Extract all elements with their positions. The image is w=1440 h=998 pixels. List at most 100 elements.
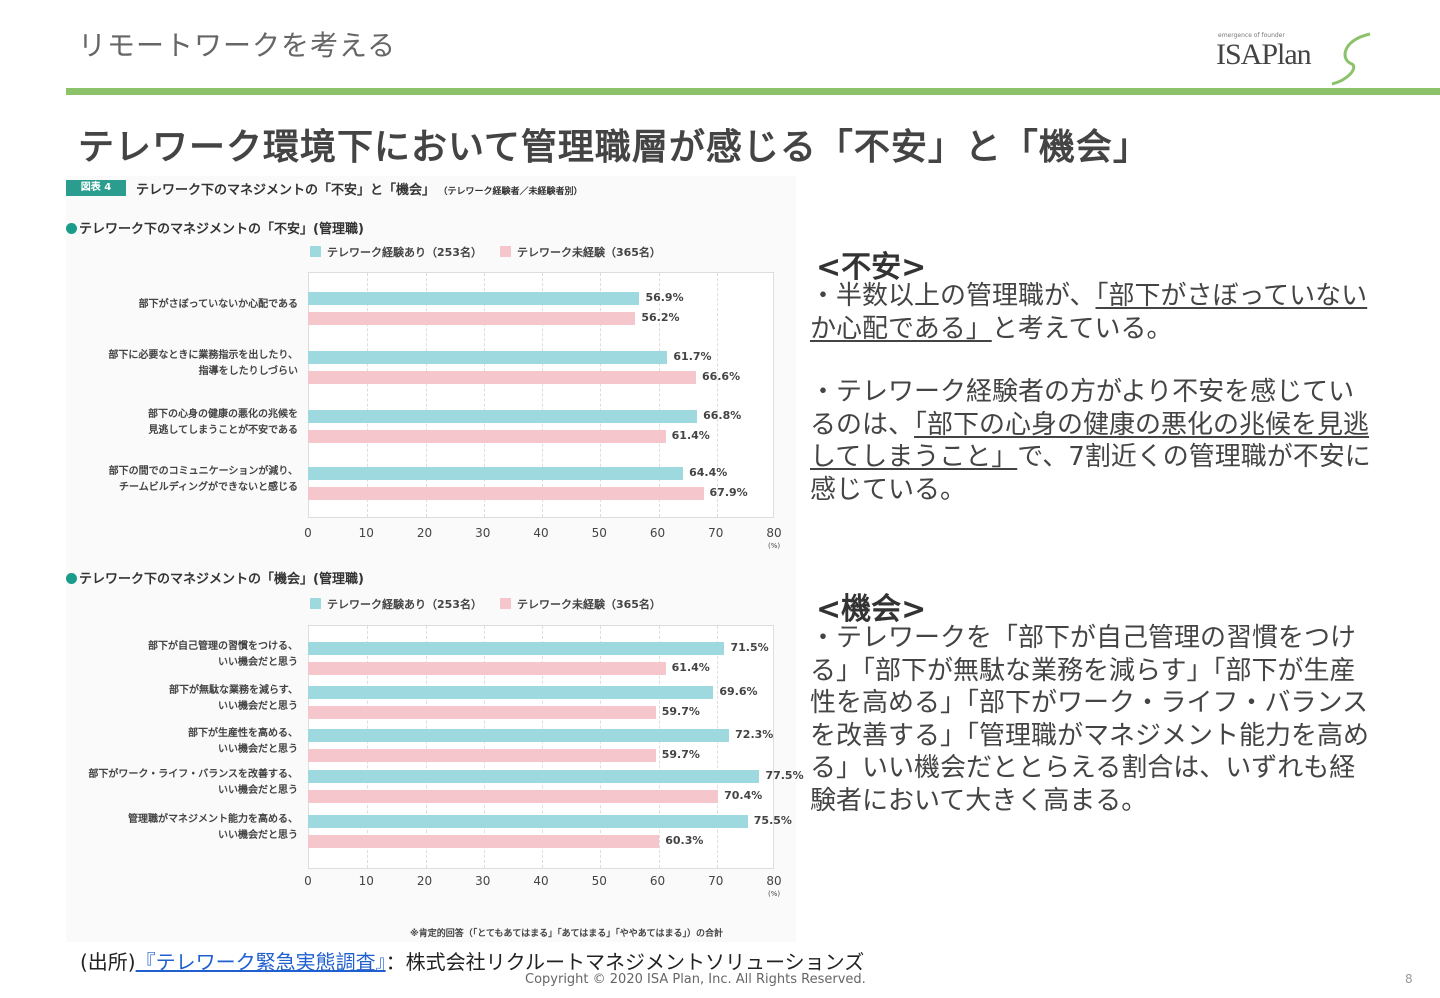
source-suffix: ：株式会社リクルートマネジメントソリューションズ — [385, 950, 865, 974]
gridline — [716, 626, 718, 868]
bar — [308, 729, 730, 742]
x-tick-label: 30 — [475, 874, 491, 888]
category-label: 管理職がマネジメント能力を高める、 いい機会だと思う — [128, 814, 298, 841]
value-label: 69.6% — [719, 685, 758, 698]
value-label: 61.7% — [673, 350, 712, 363]
value-label: 56.2% — [641, 311, 680, 324]
copyright: Copyright © 2020 ISA Plan, Inc. All Righ… — [525, 972, 866, 987]
logo-tagline: emergence of founder — [1218, 32, 1285, 39]
legend-label: テレワーク未経験（365名） — [516, 246, 661, 259]
anxiety-heading: <不安> — [816, 250, 927, 285]
chart-title-text: テレワーク下のマネジメントの「不安」(管理職) — [79, 222, 364, 237]
gridline — [542, 626, 543, 868]
opportunity-heading: <機会> — [816, 592, 927, 627]
underlined-text: 「部下の心身の健康の悪化の兆候を見逃してしまうこと」 — [810, 409, 1370, 473]
x-unit-label: (%) — [768, 890, 781, 898]
bar — [308, 292, 640, 305]
category-label: 部下が生産性を高める、 いい機会だと思う — [188, 728, 298, 755]
gridline — [658, 273, 660, 517]
gridline — [658, 626, 660, 868]
bar — [308, 662, 666, 675]
gridline — [425, 626, 427, 868]
x-tick-label: 70 — [708, 874, 724, 888]
gridline — [483, 626, 485, 868]
gridline — [367, 626, 369, 868]
category-label: 部下がワーク・ライフ・バランスを改善する、 いい機会だと思う — [88, 769, 298, 796]
x-tick-label: 60 — [649, 874, 666, 888]
bar — [308, 487, 704, 500]
bar — [308, 642, 725, 655]
header-rule — [66, 88, 1440, 95]
figure-note: ※肯定的回答（「とてもあてはまる」「あてはまる」「ややあてはまる」）の合計 — [410, 929, 723, 939]
x-tick-label: 40 — [533, 874, 549, 888]
x-tick-label: 80 — [766, 526, 782, 540]
bar — [308, 430, 666, 443]
legend-label: テレワーク未経験（365名） — [516, 598, 661, 611]
logo-swoosh-icon — [1331, 32, 1371, 86]
value-label: 75.5% — [753, 814, 792, 827]
bar — [308, 351, 668, 364]
legend-swatch — [499, 246, 511, 257]
text: と考えている。 — [991, 313, 1173, 344]
bar — [308, 790, 719, 803]
legend-label: テレワーク経験あり（253名） — [327, 246, 482, 259]
bar — [308, 410, 698, 423]
bullet-dot-icon — [66, 573, 77, 584]
bar — [308, 815, 748, 828]
value-label: 64.4% — [689, 466, 728, 479]
x-tick-label: 10 — [358, 874, 374, 888]
legend-swatch — [310, 246, 321, 257]
bar — [308, 706, 656, 719]
isaplan-logo: emergence of founder ISAPlan — [1216, 30, 1376, 86]
page-title: テレワーク環境下において管理職層が感じる「不安」と「機会」 — [78, 127, 1150, 168]
figure-tag: 図表 4 — [66, 180, 126, 196]
value-label: 66.6% — [701, 370, 741, 383]
gridline — [542, 273, 543, 517]
text: ・テレワーク経験者の方がより不安を感じているのは、 — [810, 377, 1355, 440]
logo-text: ISAPlan — [1216, 38, 1312, 71]
text: で、7割近くの管理職が不安に感じている。 — [810, 442, 1371, 505]
figure-title-text: テレワーク下のマネジメントの「不安」と「機会」 — [136, 183, 436, 198]
x-tick-label: 30 — [475, 526, 491, 540]
chart-anxiety-legend: テレワーク経験あり（253名） テレワーク未経験（365名） — [310, 244, 661, 260]
x-tick-label: 70 — [708, 526, 724, 540]
value-label: 70.4% — [724, 789, 763, 802]
x-tick-label: 20 — [416, 526, 433, 540]
chart-title-text: テレワーク下のマネジメントの「機会」(管理職) — [79, 572, 364, 587]
x-unit-label: (%) — [768, 542, 781, 550]
legend-label: テレワーク経験あり（253名） — [327, 598, 482, 611]
x-tick-label: 20 — [416, 874, 433, 888]
category-label: 部下に必要なときに業務指示を出したり、 指導をしたりしづらい — [108, 350, 298, 377]
underlined-text: 「部下がさぼっていないか心配である」 — [810, 281, 1368, 344]
x-tick-label: 50 — [591, 526, 607, 540]
page-number: 8 — [1405, 972, 1413, 986]
gridline — [600, 273, 602, 517]
x-tick-label: 50 — [591, 874, 607, 888]
gridline — [367, 273, 369, 517]
value-label: 59.7% — [661, 705, 700, 718]
x-tick-label: 40 — [533, 526, 549, 540]
bar — [308, 749, 656, 762]
value-label: 61.4% — [671, 429, 710, 442]
bullet-dot-icon — [66, 223, 77, 234]
gridline — [600, 626, 602, 868]
value-label: 56.9% — [645, 291, 684, 304]
bar — [308, 467, 684, 480]
bar — [308, 686, 714, 699]
bar — [308, 835, 660, 848]
source-link[interactable]: 『テレワーク緊急実態調査』 — [135, 950, 386, 974]
chart-anxiety-title: テレワーク下のマネジメントの「不安」(管理職) — [66, 218, 364, 237]
figure-subtitle: （テレワーク経験者／未経験者別） — [443, 187, 583, 197]
text: ・半数以上の管理職が、 — [810, 281, 1096, 311]
category-label: 部下が自己管理の習慣をつける、 いい機会だと思う — [148, 641, 298, 668]
anxiety-point-2: ・テレワーク経験者の方がより不安を感じているのは、「部下の心身の健康の悪化の兆候… — [810, 376, 1380, 506]
category-label: 部下が無駄な業務を減らす、 いい機会だと思う — [169, 685, 298, 712]
source-citation: (出所)『テレワーク緊急実態調査』：株式会社リクルートマネジメントソリューション… — [80, 946, 864, 975]
bar — [308, 312, 636, 325]
legend-swatch — [310, 598, 321, 609]
value-label: 60.3% — [665, 834, 704, 847]
section-header: リモートワークを考える — [78, 29, 397, 62]
gridline — [483, 273, 485, 517]
gridline — [425, 273, 427, 517]
chart-opportunity-legend: テレワーク経験あり（253名） テレワーク未経験（365名） — [310, 596, 661, 612]
